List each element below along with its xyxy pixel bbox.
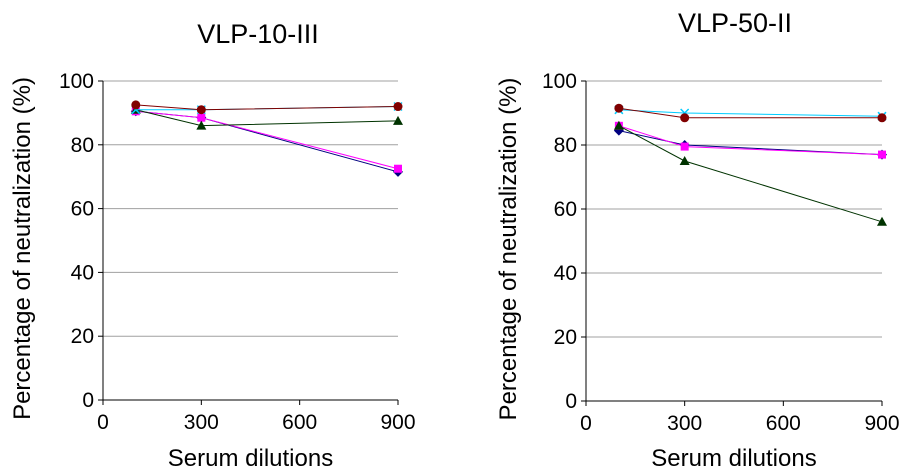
- x-tick-label: 600: [282, 411, 317, 434]
- y-tick-label: 80: [554, 134, 577, 157]
- data-point-circle: [877, 113, 887, 123]
- chart-1: VLP-10-III 0 20 40 60 80 100 0 300 600 900 Serum di…: [9, 19, 416, 472]
- series-2: [131, 107, 402, 173]
- data-point-triangle: [877, 216, 887, 226]
- x-tick-label: 300: [184, 411, 219, 434]
- data-point-triangle: [393, 115, 403, 125]
- series-5: [614, 103, 887, 123]
- series-2: [614, 121, 886, 159]
- y-tick-label: 20: [71, 325, 94, 348]
- data-point-square: [878, 150, 886, 159]
- y-tick-label: 20: [554, 326, 577, 349]
- series-line: [618, 125, 883, 156]
- y-tick-label: 60: [554, 198, 577, 221]
- y-tick-label: 100: [542, 70, 577, 93]
- series-1: [130, 106, 403, 177]
- series-line: [618, 107, 882, 119]
- series-line: [135, 104, 399, 111]
- data-point-circle: [393, 102, 403, 112]
- chart-title: VLP-50-II: [678, 8, 792, 38]
- data-point-triangle: [613, 120, 624, 130]
- y-tick-label: 0: [82, 389, 94, 412]
- data-point-circle: [614, 103, 624, 113]
- x-tick-label: 900: [380, 411, 415, 434]
- y-axis-label: Percentage of neutralization (%): [9, 77, 36, 420]
- y-tick-label: 80: [71, 134, 94, 157]
- x-axis-label: Serum dilutions: [168, 445, 333, 472]
- data-point-triangle: [679, 156, 690, 165]
- series-line: [618, 125, 883, 223]
- y-tick-label: 40: [554, 262, 577, 285]
- series-1: [613, 125, 887, 160]
- series-5: [131, 100, 403, 115]
- x-tick-label: 0: [97, 411, 109, 434]
- series-line: [618, 130, 883, 156]
- y-axis-label: Percentage of neutralization (%): [495, 78, 522, 421]
- chart-title: VLP-10-III: [197, 19, 319, 49]
- data-point-square: [394, 164, 402, 173]
- data-point-circle: [680, 113, 690, 123]
- data-point-circle: [131, 100, 141, 110]
- series-line: [135, 110, 399, 170]
- y-tick-label: 40: [71, 261, 94, 284]
- x-tick-label: 0: [580, 412, 592, 435]
- x-tick-label: 900: [864, 412, 899, 435]
- series-line: [135, 110, 399, 173]
- x-axis-label: Serum dilutions: [651, 445, 816, 472]
- chart-2: VLP-50-II 0 20 40 60 80 100 0 300 600 900 Serum dil…: [495, 8, 900, 472]
- y-tick-label: 0: [565, 390, 577, 413]
- series-line: [618, 109, 883, 117]
- y-tick-label: 100: [59, 70, 94, 93]
- data-point-circle: [196, 105, 206, 115]
- data-point-square: [680, 142, 689, 151]
- y-tick-label: 60: [71, 198, 94, 221]
- x-tick-label: 600: [766, 412, 801, 435]
- data-point-triangle: [196, 120, 207, 130]
- series-line: [135, 109, 399, 127]
- data-point-square: [197, 113, 206, 122]
- series-3: [613, 120, 887, 226]
- x-tick-label: 300: [667, 412, 702, 435]
- series-4: [131, 101, 403, 115]
